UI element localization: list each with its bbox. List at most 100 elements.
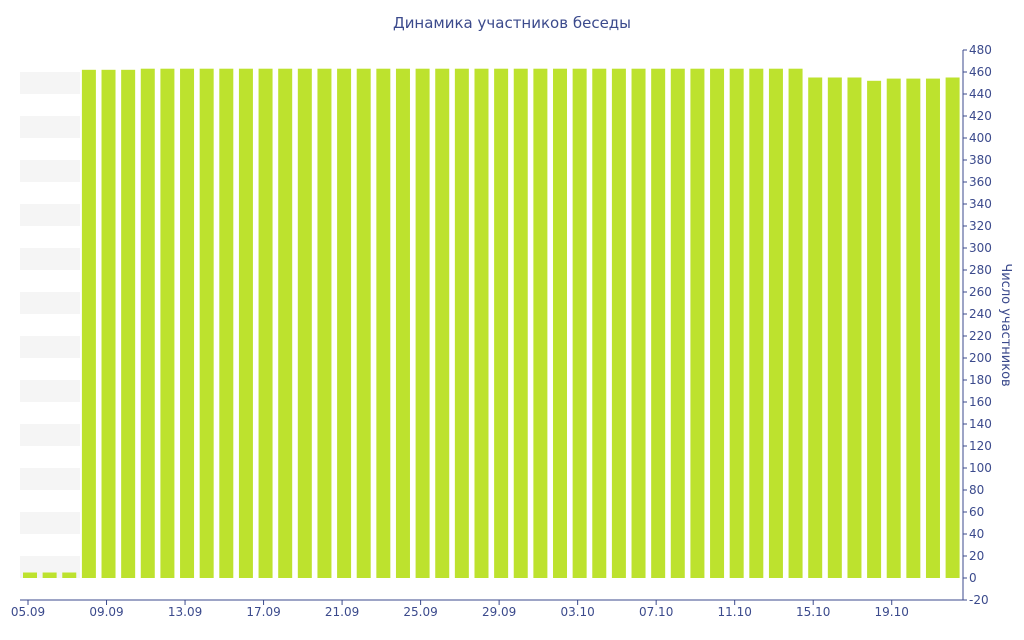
bar: [415, 68, 430, 578]
y-tick-label: 420: [969, 109, 992, 123]
bar: [847, 77, 862, 578]
bar: [23, 572, 37, 578]
bar: [62, 572, 77, 578]
bar: [160, 68, 175, 578]
y-tick-label: 80: [969, 483, 984, 497]
bar: [631, 68, 646, 578]
y-tick-label: 400: [969, 131, 992, 145]
y-tick-label: 360: [969, 175, 992, 189]
y-tick-label: 100: [969, 461, 992, 475]
bar: [945, 77, 960, 578]
bar: [297, 68, 312, 578]
y-axis-ticks: -20 0 20 40 60 80 100 120 140 160 180 200 220 240 260 2…: [963, 43, 992, 607]
y-tick-label: 140: [969, 417, 992, 431]
bar: [435, 68, 450, 578]
bar: [258, 68, 273, 578]
bar: [827, 77, 842, 578]
bar: [651, 68, 666, 578]
bar: [81, 69, 96, 579]
x-tick-label: 25.09: [403, 605, 437, 619]
bar: [121, 69, 136, 579]
bar: [749, 68, 764, 578]
y-tick-label: 280: [969, 263, 992, 277]
bar: [494, 68, 509, 578]
chart-title: Динамика участников беседы: [393, 14, 631, 32]
bar: [710, 68, 725, 578]
bar: [925, 78, 940, 578]
y-axis-label: Число участников: [998, 263, 1013, 386]
bar: [670, 68, 685, 578]
y-tick-label: 380: [969, 153, 992, 167]
bar: [513, 68, 528, 578]
y-tick-label: 20: [969, 549, 984, 563]
y-tick-label: 460: [969, 65, 992, 79]
x-tick-label: 05.09: [11, 605, 45, 619]
bar: [867, 80, 882, 579]
grid-band: [20, 468, 80, 490]
x-axis-ticks: 05.09 09.09 13.09 17.09 21.09 25.09 29.09 03.10…: [11, 600, 909, 619]
bar: [611, 68, 626, 578]
bar: [395, 68, 410, 578]
bar: [101, 69, 116, 579]
x-tick-label: 11.10: [718, 605, 752, 619]
y-tick-label: 40: [969, 527, 984, 541]
bar: [454, 68, 469, 578]
y-tick-label: 260: [969, 285, 992, 299]
y-tick-label: -20: [969, 593, 989, 607]
x-tick-label: 13.09: [168, 605, 202, 619]
bar: [906, 78, 921, 578]
y-tick-label: 0: [969, 571, 977, 585]
grid-band: [20, 292, 80, 314]
bar: [180, 68, 195, 578]
bar: [278, 68, 293, 578]
bar: [337, 68, 352, 578]
bar: [886, 78, 901, 578]
bar: [42, 572, 57, 578]
grid-band: [20, 72, 80, 94]
bar: [690, 68, 705, 578]
bar: [533, 68, 548, 578]
x-tick-label: 09.09: [89, 605, 123, 619]
bars: [23, 68, 960, 579]
bar: [474, 68, 489, 578]
grid-band: [20, 380, 80, 402]
x-tick-label: 21.09: [325, 605, 359, 619]
bar: [376, 68, 391, 578]
x-tick-label: 17.09: [246, 605, 280, 619]
bar: [356, 68, 371, 578]
bar: [140, 68, 155, 578]
bar: [788, 68, 803, 578]
bar: [219, 68, 234, 578]
bar: [592, 68, 607, 578]
grid-band: [20, 248, 80, 270]
y-tick-label: 120: [969, 439, 992, 453]
bar: [317, 68, 332, 578]
grid-band: [20, 512, 80, 534]
grid-band: [20, 160, 80, 182]
y-tick-label: 240: [969, 307, 992, 321]
grid-band: [20, 424, 80, 446]
bar: [768, 68, 783, 578]
bar: [729, 68, 744, 578]
y-tick-label: 60: [969, 505, 984, 519]
bar: [199, 68, 214, 578]
bar: [238, 68, 253, 578]
y-tick-label: 440: [969, 87, 992, 101]
bar: [808, 77, 823, 578]
bar: [572, 68, 587, 578]
y-tick-label: 160: [969, 395, 992, 409]
grid-band: [20, 204, 80, 226]
grid-bands: [20, 72, 80, 578]
y-tick-label: 320: [969, 219, 992, 233]
y-tick-label: 220: [969, 329, 992, 343]
x-tick-label: 07.10: [639, 605, 673, 619]
x-tick-label: 03.10: [560, 605, 594, 619]
x-tick-label: 29.09: [482, 605, 516, 619]
y-tick-label: 200: [969, 351, 992, 365]
y-tick-label: 480: [969, 43, 992, 57]
y-tick-label: 340: [969, 197, 992, 211]
y-tick-label: 180: [969, 373, 992, 387]
x-tick-label: 19.10: [875, 605, 909, 619]
bar: [553, 68, 568, 578]
